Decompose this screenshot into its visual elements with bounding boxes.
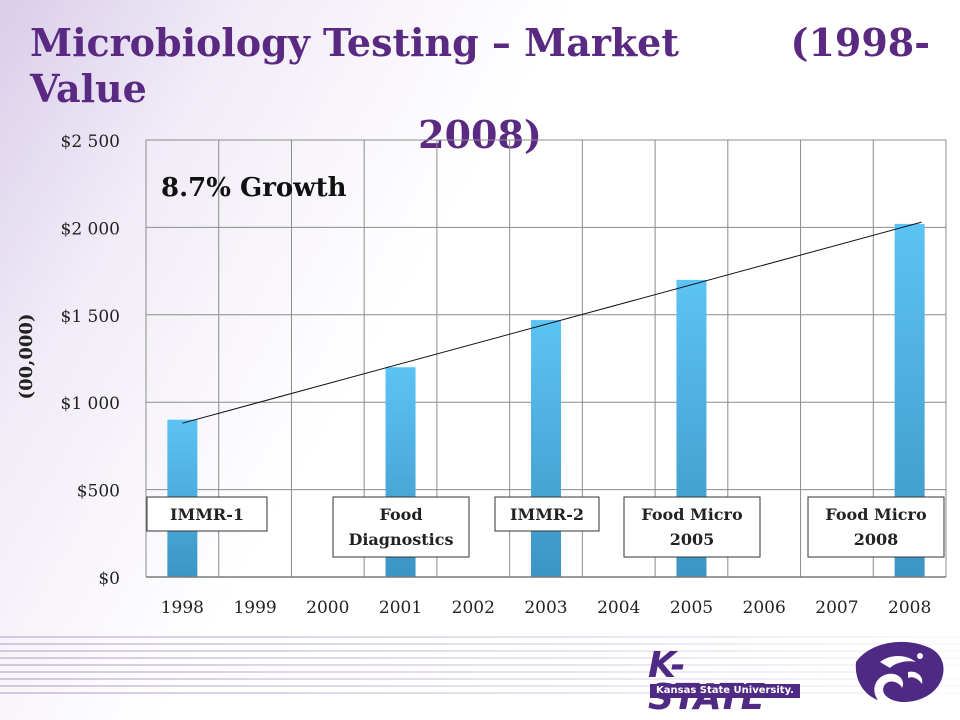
y-tick-label: $1 500 (61, 307, 120, 327)
event-label: Food Micro (641, 505, 743, 524)
axes: $0 $500 $1 000 $1 500 $2 000 $2 500 1998 1999 20… (16, 132, 946, 618)
event-box (494, 496, 600, 532)
x-tick-label: 2004 (597, 598, 640, 618)
event-box (807, 496, 945, 558)
y-tick-label: $2 000 (61, 219, 120, 239)
title-line-1: Microbiology Testing – Market Value (30, 20, 679, 111)
kstate-subtext: Kansas State University. (650, 684, 800, 698)
x-tick-label: 2002 (452, 598, 495, 618)
event-label: 2008 (854, 530, 899, 549)
y-tick-label: $2 500 (61, 132, 120, 152)
event-box (146, 496, 268, 532)
event-label: Diagnostics (348, 530, 453, 549)
title-year-range-start: (1998- (790, 20, 930, 65)
event-label: IMMR-2 (510, 505, 584, 524)
x-tick-label: 1998 (161, 598, 204, 618)
x-tick-label: 1999 (233, 598, 276, 618)
bar-2003 (531, 320, 561, 577)
y-tick-label: $0 (98, 569, 120, 589)
market-value-chart: $0 $500 $1 000 $1 500 $2 000 $2 500 1998 1999 20… (16, 132, 947, 618)
x-tick-label: 2006 (743, 598, 786, 618)
slide-title: Microbiology Testing – Market Value (199… (30, 20, 930, 158)
event-box (332, 496, 470, 558)
title-line-2: 2008) (418, 112, 542, 157)
y-tick-label: $500 (77, 482, 120, 502)
y-axis-title: (00,000) (16, 314, 37, 400)
annotations: 8.7% Growth IMMR-1 Food Diagnostics IMMR-2 Fo… (146, 173, 945, 558)
x-tick-label: 2000 (306, 598, 349, 618)
trendline (182, 221, 922, 424)
footer-stripes-fade (0, 636, 960, 696)
x-tick-label: 2001 (379, 598, 422, 618)
event-label: 2005 (670, 530, 715, 549)
event-label: Food Micro (825, 505, 927, 524)
x-tick-label: 2003 (524, 598, 567, 618)
growth-label: 8.7% Growth (161, 173, 347, 203)
growth-trendline (182, 221, 922, 424)
x-tick-label: 2008 (888, 598, 931, 618)
event-box (623, 496, 761, 558)
event-label: IMMR-1 (170, 505, 244, 524)
wildcat-logo-icon (855, 641, 944, 702)
y-tick-label: $1 000 (61, 394, 120, 414)
x-tick-label: 2005 (670, 598, 713, 618)
x-tick-label: 2007 (815, 598, 858, 618)
kstate-wordmark: K-STATE (648, 645, 765, 716)
event-label: Food (379, 505, 422, 524)
